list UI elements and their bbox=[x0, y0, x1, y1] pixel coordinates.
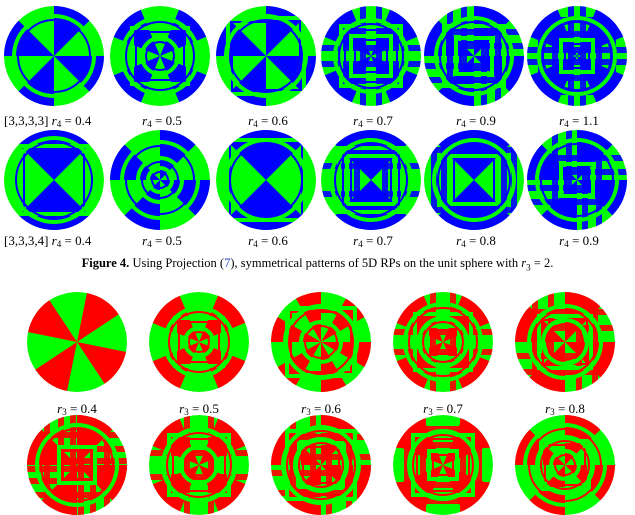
pattern-image bbox=[27, 415, 127, 515]
pattern-image bbox=[110, 6, 210, 106]
pattern-image bbox=[393, 292, 493, 392]
pattern-label: r4 = 0.9 bbox=[456, 113, 496, 129]
pattern-image bbox=[321, 6, 421, 106]
equation-ref-link[interactable]: 7 bbox=[224, 256, 231, 270]
figure5-row1 bbox=[0, 292, 635, 392]
pattern-image bbox=[424, 6, 524, 106]
pattern-label: r4 = 0.7 bbox=[353, 113, 393, 129]
pattern-label: r4 = 0.7 bbox=[353, 233, 393, 249]
pattern-image bbox=[4, 6, 104, 106]
pattern-label: r3 = 0.8 bbox=[545, 401, 585, 417]
figure5-row2 bbox=[0, 415, 635, 515]
pattern-label: [3,3,3,4] r4 = 0.4 bbox=[4, 233, 92, 249]
pattern-image bbox=[527, 130, 627, 230]
figure4-row2 bbox=[0, 130, 635, 230]
pattern-label: r4 = 1.1 bbox=[559, 113, 599, 129]
figure4-caption: Figure 4. Using Projection (7), symmetri… bbox=[81, 256, 554, 273]
pattern-label: r4 = 0.6 bbox=[248, 233, 288, 249]
pattern-label: [3,3,3,3] r4 = 0.4 bbox=[4, 113, 92, 129]
pattern-image bbox=[424, 130, 524, 230]
pattern-image bbox=[515, 415, 615, 515]
pattern-image bbox=[149, 415, 249, 515]
pattern-label: r3 = 0.7 bbox=[423, 401, 463, 417]
pattern-label: r4 = 0.5 bbox=[142, 113, 182, 129]
pattern-image bbox=[149, 292, 249, 392]
pattern-image bbox=[393, 415, 493, 515]
figure4-row1 bbox=[0, 6, 635, 106]
pattern-image bbox=[271, 292, 371, 392]
pattern-label: r4 = 0.5 bbox=[142, 233, 182, 249]
pattern-image bbox=[271, 415, 371, 515]
pattern-label: r3 = 0.5 bbox=[179, 401, 219, 417]
pattern-image bbox=[321, 130, 421, 230]
pattern-label: r3 = 0.6 bbox=[301, 401, 341, 417]
pattern-image bbox=[4, 130, 104, 230]
pattern-image bbox=[216, 130, 316, 230]
pattern-image bbox=[527, 6, 627, 106]
pattern-label: r3 = 0.4 bbox=[57, 401, 97, 417]
pattern-image bbox=[27, 292, 127, 392]
pattern-image bbox=[515, 292, 615, 392]
figure-label: Figure 4. bbox=[81, 256, 130, 270]
pattern-label: r4 = 0.8 bbox=[456, 233, 496, 249]
pattern-label: r4 = 0.6 bbox=[248, 113, 288, 129]
pattern-label: r4 = 0.9 bbox=[559, 233, 599, 249]
pattern-image bbox=[216, 6, 316, 106]
pattern-image bbox=[110, 130, 210, 230]
